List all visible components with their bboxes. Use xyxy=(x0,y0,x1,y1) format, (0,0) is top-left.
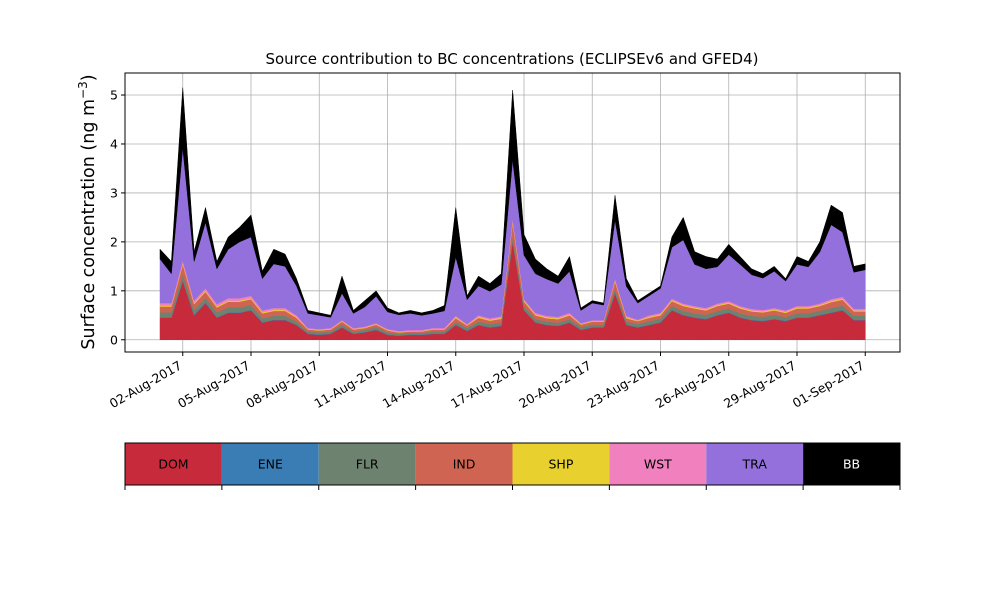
legend-swatch-flr xyxy=(318,443,416,485)
y-tick-label: 0 xyxy=(110,332,118,347)
legend-label-tra: TRA xyxy=(742,457,768,472)
y-axis-label-close: ) xyxy=(79,74,99,81)
x-tick-label: 23-Aug-2017 xyxy=(584,358,662,411)
x-tick-label: 14-Aug-2017 xyxy=(380,358,458,411)
x-tick-label: 08-Aug-2017 xyxy=(243,358,321,411)
legend-label-flr: FLR xyxy=(356,457,379,472)
x-tick-label: 20-Aug-2017 xyxy=(516,358,594,411)
area-bb xyxy=(159,87,866,318)
legend-swatch-tra xyxy=(706,443,804,485)
y-tick-label: 2 xyxy=(110,234,118,249)
legend-swatch-dom xyxy=(125,443,222,485)
y-tick-label: 1 xyxy=(110,283,118,298)
y-tick-label: 4 xyxy=(110,136,118,151)
x-tick-label: 01-Sep-2017 xyxy=(790,358,867,411)
legend-swatch-bb xyxy=(803,443,900,485)
x-tick-label: 29-Aug-2017 xyxy=(721,358,799,411)
x-tick-label: 17-Aug-2017 xyxy=(448,358,526,411)
y-axis-label-exponent: −3 xyxy=(76,81,90,99)
y-axis-label: Surface concentration (ng m−3) xyxy=(76,74,99,349)
legend-label-ene: ENE xyxy=(258,457,283,472)
legend-swatch-ind xyxy=(415,443,513,485)
legend-swatch-ene xyxy=(221,443,319,485)
x-tick-label: 26-Aug-2017 xyxy=(653,358,731,411)
x-tick-label: 02-Aug-2017 xyxy=(107,358,185,411)
y-tick-label: 3 xyxy=(110,185,118,200)
y-axis-label-main: Surface concentration (ng m xyxy=(79,99,99,350)
x-tick-label: 11-Aug-2017 xyxy=(311,358,389,411)
chart-title: Source contribution to BC concentrations… xyxy=(265,50,758,68)
plot-frame xyxy=(124,72,901,353)
legend-label-dom: DOM xyxy=(158,457,188,472)
plot-area: 01234502-Aug-201705-Aug-201708-Aug-20171… xyxy=(107,72,901,411)
legend-label-bb: BB xyxy=(843,457,860,472)
x-tick-label: 05-Aug-2017 xyxy=(175,358,253,411)
legend-label-wst: WST xyxy=(644,457,672,472)
y-tick-label: 5 xyxy=(110,88,118,103)
legend-label-shp: SHP xyxy=(549,457,574,472)
legend-label-ind: IND xyxy=(453,457,476,472)
legend-swatch-shp xyxy=(512,443,610,485)
legend-swatch-wst xyxy=(609,443,707,485)
legend-colorbar: DOM ENE FLR IND SHP WST TRA BB xyxy=(124,442,901,490)
